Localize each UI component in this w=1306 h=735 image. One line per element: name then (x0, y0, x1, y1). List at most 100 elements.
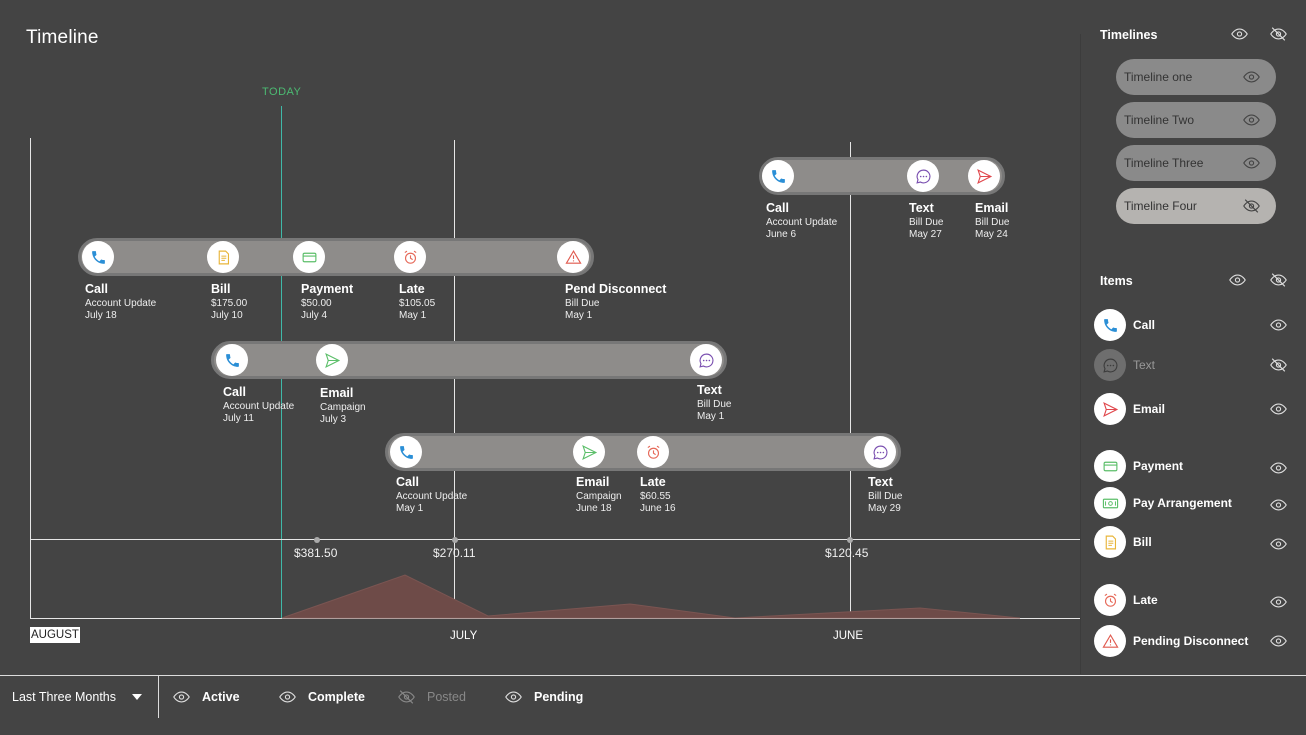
timeline-toggle-four[interactable]: Timeline Four (1116, 188, 1276, 224)
cash-icon (1102, 498, 1118, 508)
node-phone[interactable] (82, 241, 114, 273)
node-bill[interactable] (207, 241, 239, 273)
phone-icon (225, 353, 239, 367)
event-label: Late $60.55 June 16 (640, 475, 676, 514)
event-label: Email Campaign June 18 (576, 475, 622, 514)
month-august[interactable]: AUGUST (30, 627, 80, 643)
phone-icon (399, 445, 413, 459)
node-text[interactable] (864, 436, 896, 468)
event-label: Call Account Update July 11 (223, 385, 295, 424)
june-gridline (850, 142, 851, 618)
show-all-items-button[interactable] (1228, 273, 1246, 287)
item-bill[interactable]: Bill (1094, 525, 1152, 559)
hide-all-timelines-button[interactable] (1269, 27, 1287, 41)
item-email[interactable]: Email (1094, 392, 1165, 426)
item-call-visibility-toggle[interactable] (1269, 318, 1287, 332)
event-label: Bill $175.00 July 10 (211, 282, 248, 321)
amount-marker-dot (314, 537, 320, 543)
timeline-toggle-three[interactable]: Timeline Three (1116, 145, 1276, 181)
node-text[interactable] (907, 160, 939, 192)
node-phone[interactable] (390, 436, 422, 468)
item-late[interactable]: Late (1094, 583, 1158, 617)
node-email[interactable] (968, 160, 1000, 192)
amount-marker-dot (452, 537, 458, 543)
filter-label: Posted (427, 690, 466, 704)
item-text-visibility-toggle[interactable] (1269, 358, 1287, 372)
filter-label: Active (202, 690, 240, 704)
item-label: Bill (1133, 535, 1152, 549)
send-icon (324, 352, 340, 368)
eye-icon (1269, 538, 1287, 550)
item-payment[interactable]: Payment (1094, 449, 1183, 483)
date-range-select[interactable]: Last Three Months (12, 690, 142, 704)
node-late[interactable] (394, 241, 426, 273)
amount-label: $381.50 (294, 546, 338, 560)
eye-icon (1269, 462, 1287, 474)
eye-icon (505, 691, 522, 703)
item-pay-arrangement-visibility-toggle[interactable] (1269, 498, 1287, 512)
eye-off-icon (1269, 358, 1287, 372)
filter-label: Complete (308, 690, 365, 704)
phone-icon (1103, 318, 1117, 332)
phone-icon (771, 169, 785, 183)
item-text[interactable]: Text (1094, 348, 1155, 382)
item-bill-visibility-toggle[interactable] (1269, 537, 1287, 551)
filter-complete[interactable]: Complete (279, 690, 365, 704)
filter-active[interactable]: Active (173, 690, 240, 704)
event-label: Late $105.05 May 1 (399, 282, 436, 321)
filter-pending[interactable]: Pending (505, 690, 583, 704)
node-email[interactable] (316, 344, 348, 376)
month-june[interactable]: JUNE (833, 630, 864, 642)
node-phone[interactable] (762, 160, 794, 192)
eye-icon (1269, 319, 1287, 331)
timeline-two-bar[interactable] (211, 341, 727, 379)
chat-bubble-icon (698, 353, 713, 368)
node-late[interactable] (637, 436, 669, 468)
phone-icon (91, 250, 105, 264)
event-label: Call Account Update May 1 (396, 475, 468, 514)
item-call[interactable]: Call (1094, 308, 1155, 342)
send-icon (1102, 401, 1118, 417)
footer-divider (0, 675, 1306, 676)
show-all-timelines-button[interactable] (1230, 27, 1248, 41)
eye-icon (1269, 596, 1287, 608)
eye-icon (1243, 157, 1260, 169)
item-label: Call (1133, 318, 1156, 332)
node-email[interactable] (573, 436, 605, 468)
item-late-visibility-toggle[interactable] (1269, 595, 1287, 609)
eye-icon (1230, 28, 1248, 40)
eye-icon (1243, 114, 1260, 126)
filter-label: Pending (534, 690, 584, 704)
caret-down-icon (132, 694, 142, 700)
send-icon (976, 168, 992, 184)
timeline-label: Timeline one (1124, 70, 1193, 84)
node-text[interactable] (690, 344, 722, 376)
node-payment[interactable] (293, 241, 325, 273)
item-pending-disconnect[interactable]: Pending Disconnect (1094, 624, 1248, 658)
timeline-one-bar[interactable] (78, 238, 594, 276)
node-phone[interactable] (216, 344, 248, 376)
payment-card-icon (302, 252, 316, 262)
bill-icon (218, 250, 229, 264)
today-label: TODAY (262, 86, 302, 98)
month-july[interactable]: JULY (450, 630, 478, 642)
item-pending-disconnect-visibility-toggle[interactable] (1269, 634, 1287, 648)
alarm-clock-icon (1104, 593, 1116, 607)
timeline-toggle-one[interactable]: Timeline one (1116, 59, 1276, 95)
timeline-label: Timeline Two (1124, 113, 1195, 127)
date-range-label: Last Three Months (12, 690, 116, 704)
node-pending-disconnect[interactable] (557, 241, 589, 273)
payment-card-icon (1103, 461, 1117, 471)
item-email-visibility-toggle[interactable] (1269, 402, 1287, 416)
item-label: Pay Arrangement (1133, 496, 1232, 510)
timeline-four-bar[interactable] (759, 157, 1005, 195)
filter-posted[interactable]: Posted (398, 690, 466, 704)
item-pay-arrangement[interactable]: Pay Arrangement (1094, 486, 1232, 520)
timeline-label: Timeline Four (1124, 199, 1197, 213)
alarm-clock-icon (647, 445, 659, 459)
chat-bubble-icon (915, 169, 930, 184)
event-label: Email Bill Due May 24 (975, 201, 1010, 240)
timeline-toggle-two[interactable]: Timeline Two (1116, 102, 1276, 138)
hide-all-items-button[interactable] (1269, 273, 1287, 287)
item-payment-visibility-toggle[interactable] (1269, 461, 1287, 475)
